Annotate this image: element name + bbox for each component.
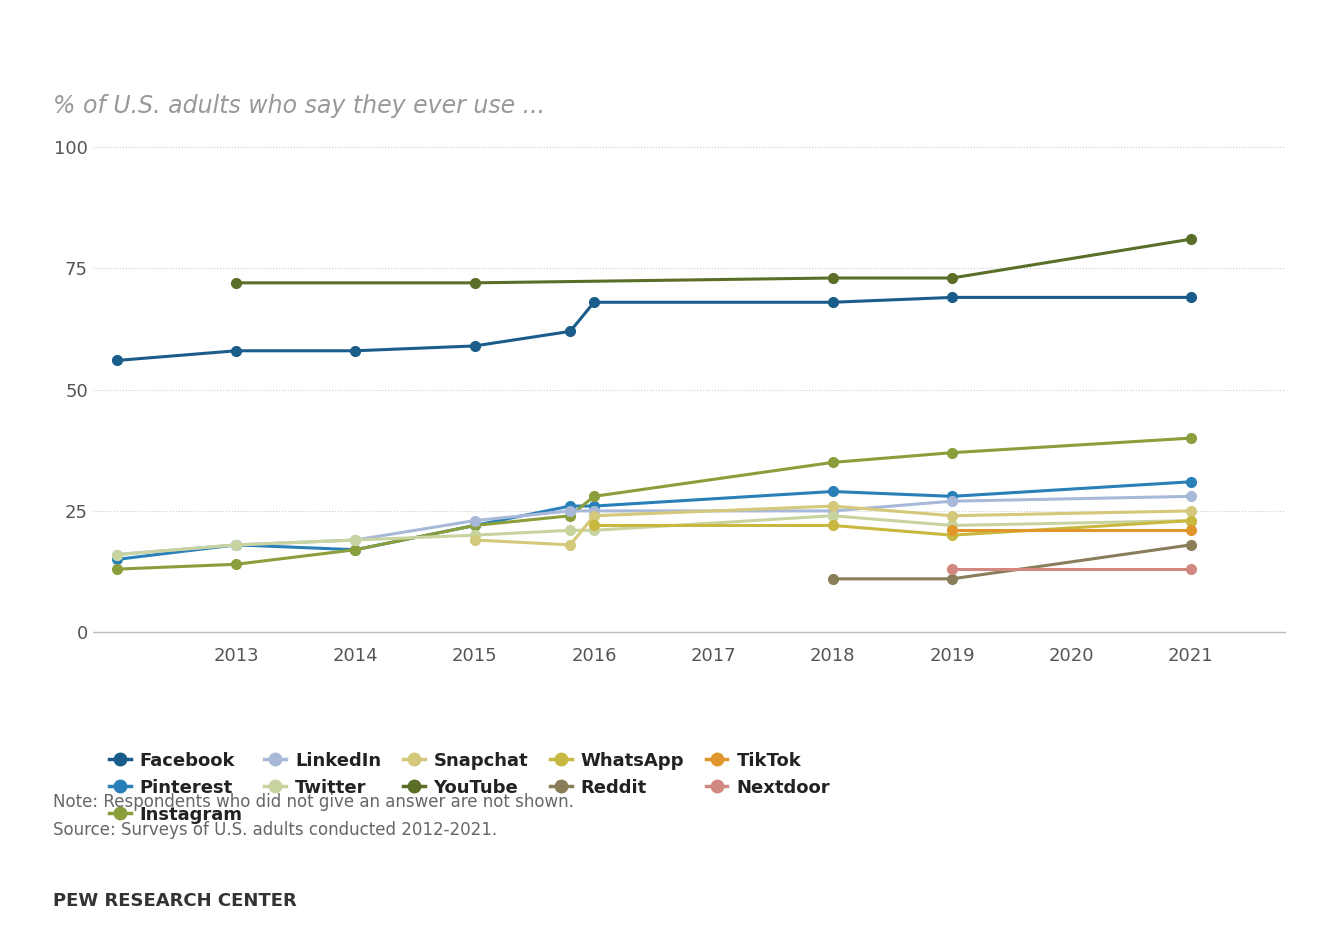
Text: % of U.S. adults who say they ever use ...: % of U.S. adults who say they ever use .… xyxy=(53,94,545,118)
Legend: Facebook, Pinterest, Instagram, LinkedIn, Twitter, Snapchat, YouTube, WhatsApp, : Facebook, Pinterest, Instagram, LinkedIn… xyxy=(102,745,837,831)
Text: Note: Respondents who did not give an answer are not shown.: Note: Respondents who did not give an an… xyxy=(53,793,574,811)
Text: Source: Surveys of U.S. adults conducted 2012-2021.: Source: Surveys of U.S. adults conducted… xyxy=(53,821,497,839)
Text: PEW RESEARCH CENTER: PEW RESEARCH CENTER xyxy=(53,892,297,910)
